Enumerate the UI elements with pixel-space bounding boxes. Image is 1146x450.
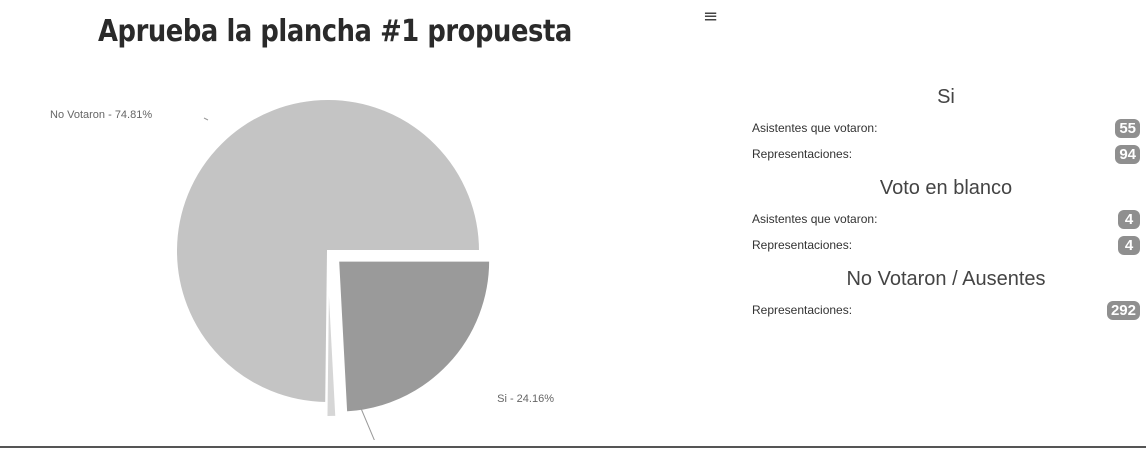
bottom-divider <box>0 446 1146 448</box>
count-badge: 55 <box>1115 118 1140 138</box>
result-group-title: Si <box>937 86 955 108</box>
result-group-blanco: Voto en blanco Asistentes que votaron: 4… <box>752 177 1140 258</box>
slice-label: No Votaron - 74.81% <box>50 109 152 121</box>
result-row: Representaciones: 292 <box>752 297 1140 323</box>
result-row: Representaciones: 94 <box>752 141 1140 167</box>
pie-slice-voto-en-blanco[interactable] <box>325 264 338 418</box>
result-group-si: Si Asistentes que votaron: 55 Representa… <box>752 86 1140 167</box>
result-row-label: Representaciones: <box>752 303 853 317</box>
connector-line <box>203 117 209 121</box>
results-panel: Si Asistentes que votaron: 55 Representa… <box>752 86 1140 333</box>
count-badge: 94 <box>1115 144 1140 164</box>
result-row: Asistentes que votaron: 4 <box>752 206 1140 232</box>
connector-line <box>359 405 375 440</box>
count-badge: 4 <box>1118 235 1140 255</box>
result-row-label: Representaciones: <box>752 238 853 252</box>
result-row: Asistentes que votaron: 55 <box>752 115 1140 141</box>
result-group-title: No Votaron / Ausentes <box>846 268 1046 290</box>
slice-label: Si - 24.16% <box>497 393 554 405</box>
chart-title: Aprueba la plancha #1 propuesta <box>98 14 572 49</box>
chart-panel: Aprueba la plancha #1 propuesta No Votar… <box>8 6 688 440</box>
result-row-label: Asistentes que votaron: <box>752 121 878 135</box>
result-row: Representaciones: 4 <box>752 232 1140 258</box>
result-group-title: Voto en blanco <box>879 177 1013 199</box>
count-badge: 292 <box>1106 300 1140 320</box>
pie-chart: No Votaron - 74.81%Si - 24.16%Voto en bl… <box>50 98 554 440</box>
result-row-label: Representaciones: <box>752 147 853 161</box>
count-badge: 4 <box>1118 209 1140 229</box>
result-group-no-votaron: No Votaron / Ausentes Representaciones: … <box>752 268 1140 323</box>
pie-slice-no-votaron[interactable] <box>175 98 482 405</box>
result-row-label: Asistentes que votaron: <box>752 212 878 226</box>
hamburger-menu-icon[interactable]: ≡ <box>703 6 719 27</box>
pie-slice-si[interactable] <box>337 259 492 414</box>
